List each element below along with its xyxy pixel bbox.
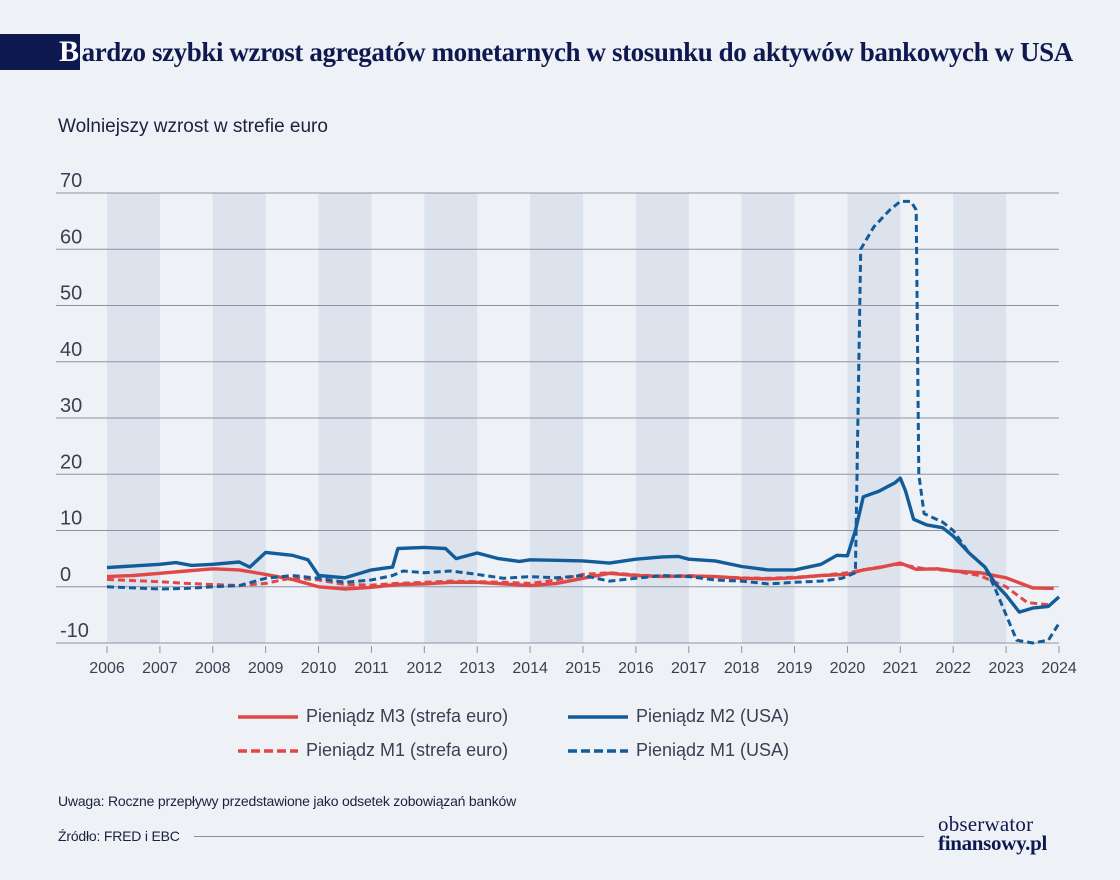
y-tick-label: 70 [60, 170, 82, 192]
y-tick-label: 10 [60, 508, 82, 530]
series-line-2 [106, 562, 1049, 607]
legend-swatch [238, 746, 298, 756]
legend-item: Pieniądz M1 (strefa euro) [238, 740, 508, 761]
legend-item: Pieniądz M1 (USA) [568, 740, 789, 761]
logo-line2: finansowy.pl [938, 831, 1048, 855]
x-tick-label: 2021 [883, 660, 919, 677]
y-tick-label: 30 [60, 395, 82, 417]
x-tick-label: 2013 [459, 660, 495, 677]
title-initial: B [56, 34, 80, 70]
chart-note: Uwaga: Roczne przepływy przedstawione ja… [58, 793, 516, 809]
legend-label: Pieniądz M3 (strefa euro) [306, 706, 509, 726]
x-tick-label: 2012 [407, 660, 443, 677]
legend-label: Pieniądz M1 (USA) [636, 740, 790, 760]
logo-line1: obserwator [938, 812, 1034, 836]
y-tick-label: 0 [60, 564, 71, 586]
x-tick-label: 2019 [777, 660, 813, 677]
x-tick-label: 2022 [935, 660, 971, 677]
legend-item: Pieniądz M2 (USA) [568, 706, 789, 727]
series-line-3 [106, 476, 1061, 614]
x-tick-label: 2023 [988, 660, 1024, 677]
x-tick-label: 2017 [671, 660, 707, 677]
x-tick-label: 2011 [354, 660, 389, 677]
y-tick-label: 50 [60, 283, 82, 305]
legend-swatch [238, 712, 298, 722]
legend-swatch [568, 712, 628, 722]
x-tick-label: 2009 [248, 660, 284, 677]
x-tick-label: 2007 [142, 660, 178, 677]
chart-subtitle: Wolniejszy wzrost w strefie euro [58, 116, 328, 137]
x-tick-label: 2010 [301, 660, 337, 677]
publisher-logo: obserwator finansowy.pl [938, 812, 1078, 855]
x-tick-label: 2006 [89, 660, 125, 677]
x-tick-label: 2024 [1041, 660, 1077, 677]
chart-source: Źródło: FRED i EBC [58, 828, 180, 844]
x-tick-label: 2018 [724, 660, 760, 677]
y-tick-label: 60 [60, 226, 82, 248]
series-line-4 [106, 199, 1061, 645]
y-tick-label: -10 [60, 620, 89, 642]
x-tick-label: 2014 [512, 660, 548, 677]
y-tick-label: 20 [60, 451, 82, 473]
legend-item: Pieniądz M3 (strefa euro) [238, 706, 508, 727]
x-tick-label: 2016 [618, 660, 654, 677]
source-divider [194, 836, 924, 837]
title-text: ardzo szybki wzrost agregatów monetarnyc… [81, 36, 1074, 67]
legend-label: Pieniądz M1 (strefa euro) [306, 740, 509, 760]
chart-title: B ardzo szybki wzrost agregatów monetarn… [56, 34, 1088, 70]
x-tick-label: 2015 [565, 660, 601, 677]
chart-legend: Pieniądz M3 (strefa euro) Pieniądz M1 (st… [238, 706, 838, 786]
legend-swatch [568, 746, 628, 756]
x-tick-label: 2020 [830, 660, 866, 677]
x-tick-label: 2008 [195, 660, 231, 677]
legend-label: Pieniądz M2 (USA) [636, 706, 790, 726]
y-tick-label: 40 [60, 339, 82, 361]
